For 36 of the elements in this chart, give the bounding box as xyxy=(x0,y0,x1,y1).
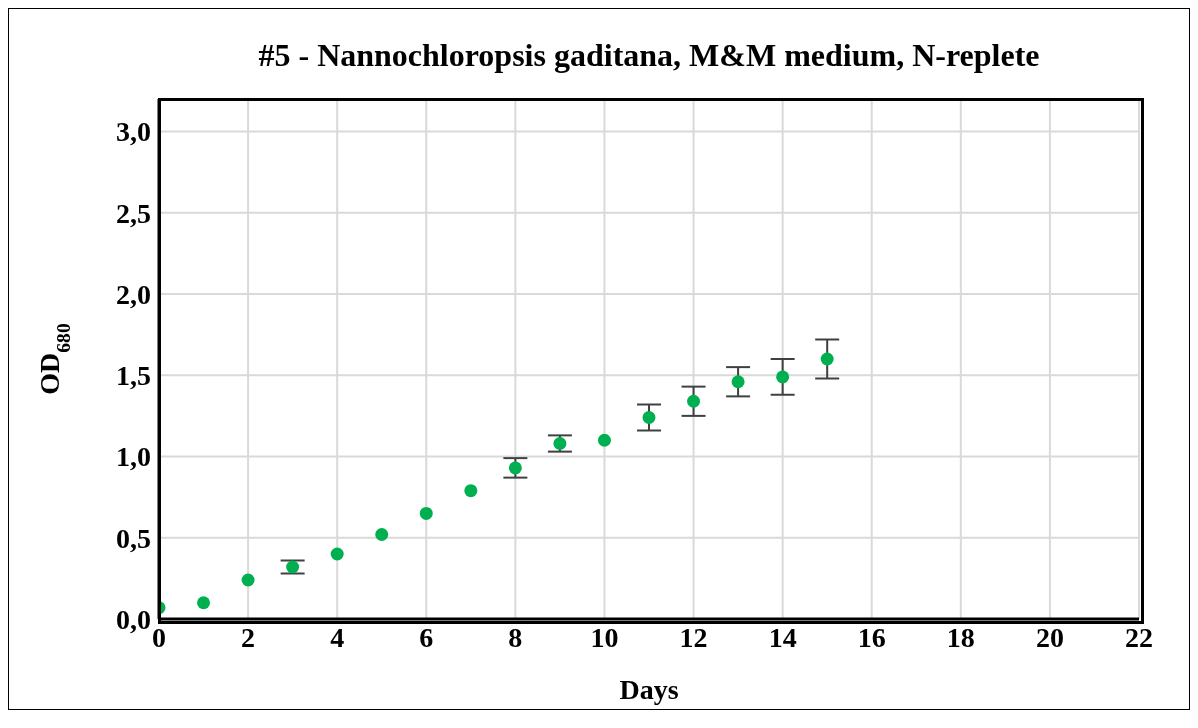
x-tick-label: 22 xyxy=(1125,621,1153,653)
point xyxy=(375,528,389,541)
point xyxy=(553,437,567,450)
x-tick-label: 14 xyxy=(768,621,797,653)
point xyxy=(464,484,478,498)
y-tick-label: 0,0 xyxy=(116,603,151,635)
point xyxy=(197,596,211,610)
point xyxy=(286,560,300,574)
point xyxy=(731,375,745,389)
point xyxy=(687,394,701,408)
y-tick-label: 1,0 xyxy=(116,441,151,473)
point xyxy=(241,573,255,587)
y-tick-label: 2,0 xyxy=(116,278,151,310)
point xyxy=(330,547,344,561)
x-tick-label: 18 xyxy=(946,621,975,653)
x-tick-label: 16 xyxy=(857,621,886,653)
point xyxy=(820,352,834,366)
x-tick-label: 20 xyxy=(1035,621,1064,653)
x-tick-label: 0 xyxy=(152,621,166,653)
x-tick-label: 2 xyxy=(241,621,256,653)
x-tick-label: 10 xyxy=(590,621,619,653)
y-tick-label: 2,5 xyxy=(116,197,151,229)
point xyxy=(597,433,611,447)
point xyxy=(508,461,522,475)
x-tick-label: 6 xyxy=(419,621,434,653)
y-tick-label: 1,5 xyxy=(116,360,151,392)
x-axis-title: Days xyxy=(619,674,679,705)
y-tick-label: 0,5 xyxy=(116,522,151,554)
point xyxy=(776,370,790,384)
x-tick-label: 8 xyxy=(508,621,523,653)
x-tick-label: 4 xyxy=(330,621,345,653)
x-tick-label: 12 xyxy=(679,621,708,653)
chart-title: #5 - Nannochloropsis gaditana, M&M medium, N-replete xyxy=(257,37,1041,74)
y-tick-label: 3,0 xyxy=(116,116,151,148)
point xyxy=(642,411,656,424)
point xyxy=(419,506,433,520)
